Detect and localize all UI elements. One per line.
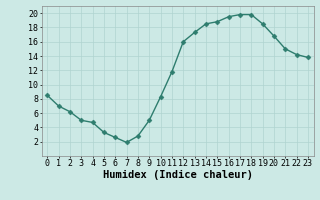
X-axis label: Humidex (Indice chaleur): Humidex (Indice chaleur) bbox=[103, 170, 252, 180]
